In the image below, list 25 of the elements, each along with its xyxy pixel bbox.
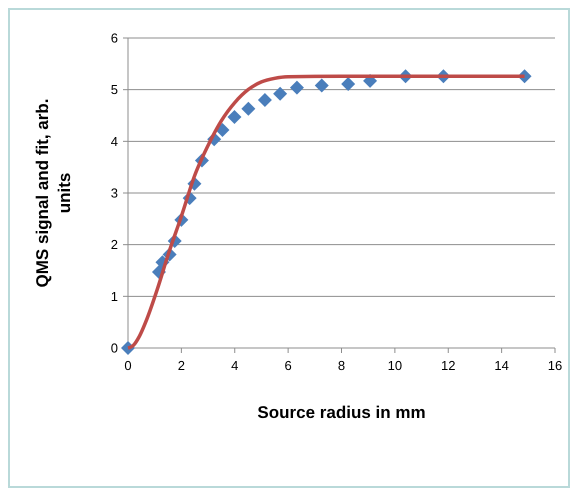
point [258, 93, 272, 107]
x-tick-label: 0 [124, 358, 132, 373]
x-tick-label: 16 [548, 358, 562, 373]
x-axis-title: Source radius in mm [257, 403, 426, 422]
point [314, 78, 329, 93]
x-tick-label: 10 [388, 358, 402, 373]
y-tick-label: 0 [110, 340, 118, 356]
y-tick-label: 2 [110, 237, 118, 252]
point [290, 80, 304, 95]
x-tick-label: 8 [338, 358, 346, 373]
y-tick-label: 1 [110, 288, 118, 304]
x-tick-label: 2 [178, 358, 185, 373]
x-tick-label: 12 [441, 358, 456, 373]
x-tick-label: 4 [231, 358, 238, 373]
point [227, 110, 242, 124]
y-axis-title: QMS signal and fit, arb. units [33, 98, 74, 288]
point [241, 102, 256, 116]
y-tick-label: 3 [110, 186, 118, 201]
y-tick-label: 6 [110, 30, 118, 46]
point [273, 86, 288, 101]
point [341, 76, 356, 91]
x-tick-label: 6 [284, 358, 292, 373]
y-tick-label: 5 [110, 82, 118, 98]
y-tick-label: 4 [110, 134, 118, 149]
x-tick-label: 14 [494, 358, 509, 373]
